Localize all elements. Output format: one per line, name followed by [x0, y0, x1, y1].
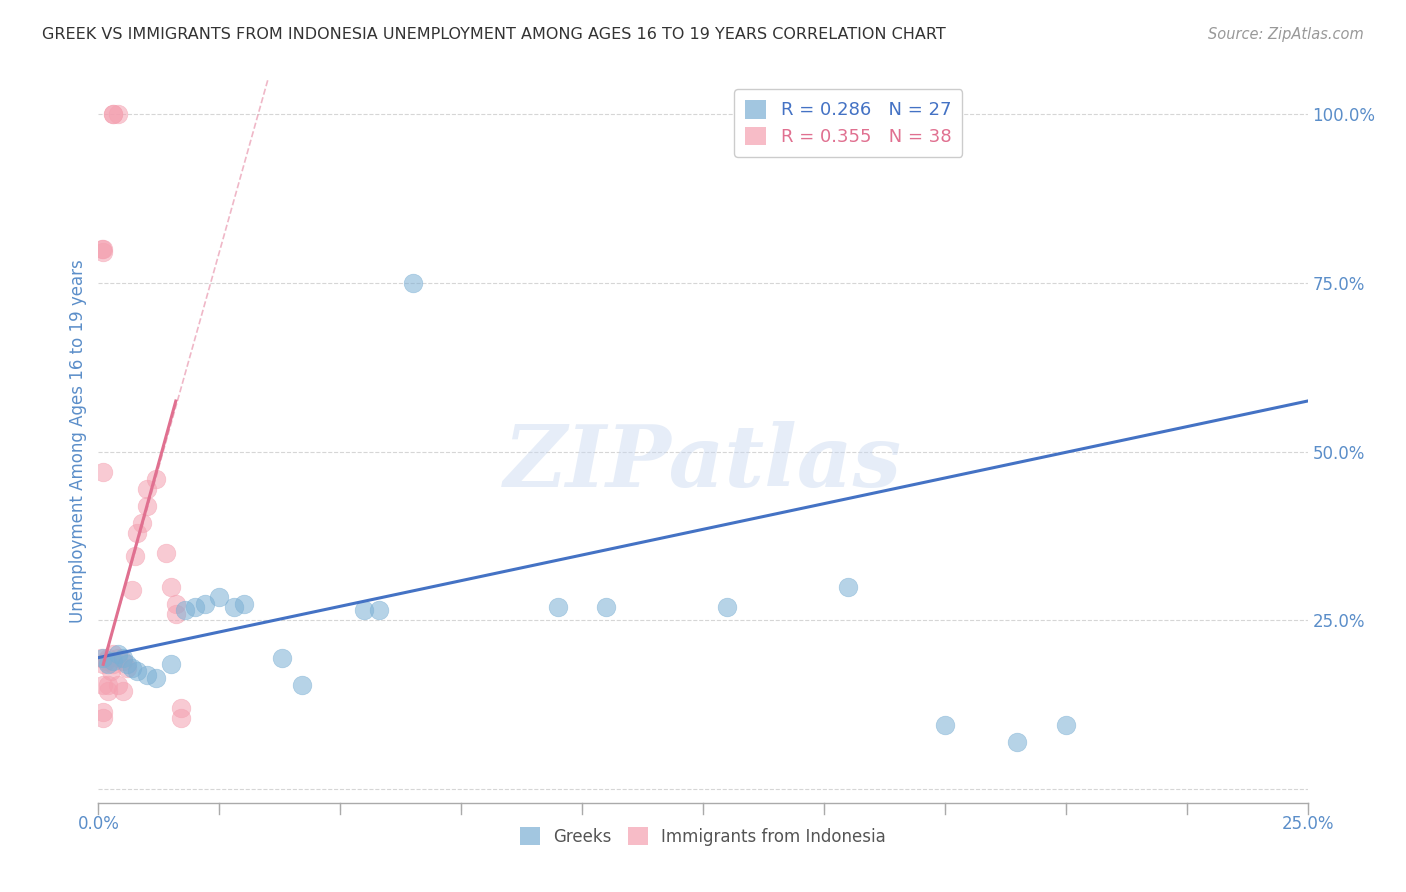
Point [194, 597, 217, 611]
Point [111, 684, 134, 698]
Point [107, 107, 129, 121]
Text: Source: ZipAtlas.com: Source: ZipAtlas.com [1208, 27, 1364, 42]
Point [97, 684, 120, 698]
Point [174, 603, 197, 617]
Point [271, 650, 294, 665]
Point [155, 546, 177, 560]
Point [232, 597, 254, 611]
Point [101, 647, 124, 661]
Text: GREEK VS IMMIGRANTS FROM INDONESIA UNEMPLOYMENT AMONG AGES 16 TO 19 YEARS CORREL: GREEK VS IMMIGRANTS FROM INDONESIA UNEMP… [42, 27, 946, 42]
Point [222, 599, 245, 614]
Point [131, 516, 153, 530]
Point [111, 654, 134, 668]
Point [547, 599, 569, 614]
Point [145, 671, 167, 685]
Point [716, 599, 738, 614]
Point [127, 664, 149, 678]
Point [169, 701, 191, 715]
Point [91, 678, 114, 692]
Point [90, 650, 112, 665]
Point [97, 678, 120, 692]
Point [111, 650, 134, 665]
Point [97, 657, 120, 672]
Point [91, 242, 114, 256]
Point [1054, 718, 1077, 732]
Point [100, 664, 122, 678]
Point [101, 654, 124, 668]
Point [934, 718, 956, 732]
Point [91, 242, 114, 256]
Point [121, 583, 143, 598]
Point [145, 472, 167, 486]
Point [97, 650, 120, 665]
Point [290, 678, 312, 692]
Point [91, 245, 114, 260]
Point [135, 482, 157, 496]
Point [165, 597, 187, 611]
Point [101, 657, 124, 672]
Point [91, 705, 114, 719]
Point [837, 580, 859, 594]
Point [353, 603, 375, 617]
Point [107, 650, 129, 665]
Point [124, 549, 146, 564]
Y-axis label: Unemployment Among Ages 16 to 19 years: Unemployment Among Ages 16 to 19 years [69, 260, 87, 624]
Point [169, 711, 191, 725]
Point [160, 580, 183, 594]
Point [94, 654, 117, 668]
Text: ZIPatlas: ZIPatlas [503, 421, 903, 505]
Point [121, 661, 143, 675]
Point [107, 647, 129, 661]
Legend: Greeks, Immigrants from Indonesia: Greeks, Immigrants from Indonesia [513, 821, 893, 852]
Point [91, 711, 114, 725]
Point [135, 499, 157, 513]
Point [91, 650, 114, 665]
Point [208, 590, 231, 604]
Point [595, 599, 617, 614]
Point [91, 657, 114, 672]
Point [91, 465, 114, 479]
Point [184, 599, 207, 614]
Point [165, 607, 187, 621]
Point [368, 603, 391, 617]
Point [1007, 735, 1029, 749]
Point [101, 107, 124, 121]
Point [101, 107, 124, 121]
Point [127, 525, 149, 540]
Point [135, 667, 157, 681]
Point [117, 657, 139, 672]
Point [402, 276, 425, 290]
Point [160, 657, 183, 672]
Point [107, 678, 129, 692]
Point [117, 661, 139, 675]
